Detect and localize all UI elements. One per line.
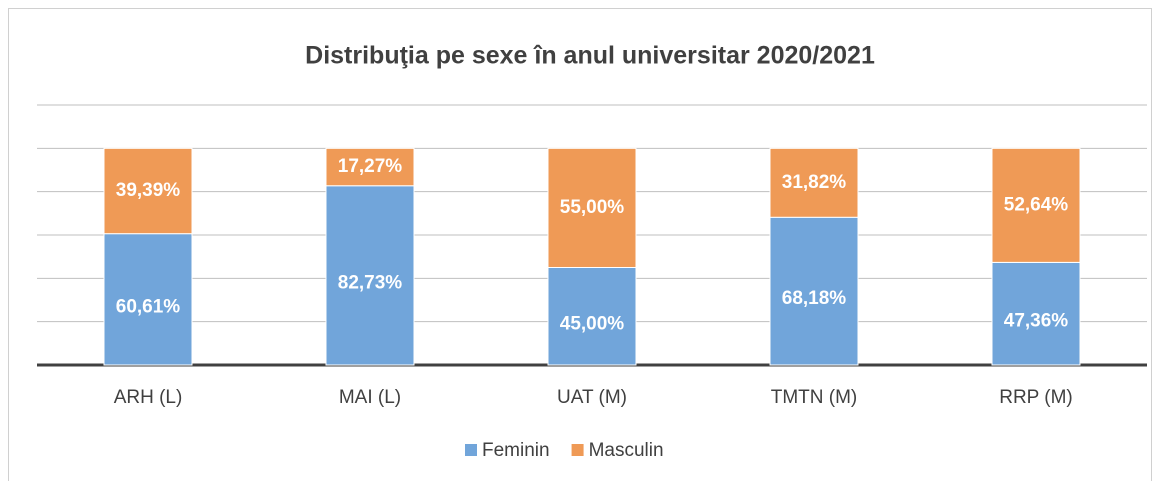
x-tick-label: RRP (M) bbox=[999, 387, 1073, 408]
data-label: 60,61% bbox=[116, 296, 181, 317]
data-label: 17,27% bbox=[338, 156, 403, 177]
bar-segment bbox=[325, 147, 415, 187]
data-label: 39,39% bbox=[116, 180, 181, 201]
legend-swatch bbox=[465, 444, 477, 456]
legend-swatch bbox=[571, 444, 584, 456]
bar-segment bbox=[991, 147, 1081, 263]
data-label: 55,00% bbox=[560, 197, 625, 218]
x-tick-label: MAI (L) bbox=[339, 387, 401, 408]
data-label: 31,82% bbox=[782, 172, 847, 193]
bar-segment bbox=[325, 185, 415, 366]
data-label: 82,73% bbox=[338, 272, 403, 293]
bar-segment bbox=[547, 147, 637, 268]
bar-segment bbox=[103, 233, 193, 366]
bar-segment bbox=[991, 261, 1081, 366]
bar-segment bbox=[103, 147, 193, 235]
legend-label: Feminin bbox=[482, 440, 550, 461]
legend-label: Masculin bbox=[589, 440, 664, 461]
data-label: 68,18% bbox=[782, 288, 847, 309]
x-tick-label: ARH (L) bbox=[114, 387, 183, 408]
data-label: 47,36% bbox=[1004, 311, 1069, 332]
data-label: 52,64% bbox=[1004, 194, 1069, 215]
x-tick-label: UAT (M) bbox=[557, 387, 627, 408]
data-label: 45,00% bbox=[560, 313, 625, 334]
bar-segment bbox=[769, 216, 859, 366]
bar-segment bbox=[769, 147, 859, 218]
bar-segment bbox=[547, 267, 637, 366]
x-tick-label: TMTN (M) bbox=[771, 387, 858, 408]
chart-title: Distribuţia pe sexe în anul universitar … bbox=[305, 42, 875, 70]
